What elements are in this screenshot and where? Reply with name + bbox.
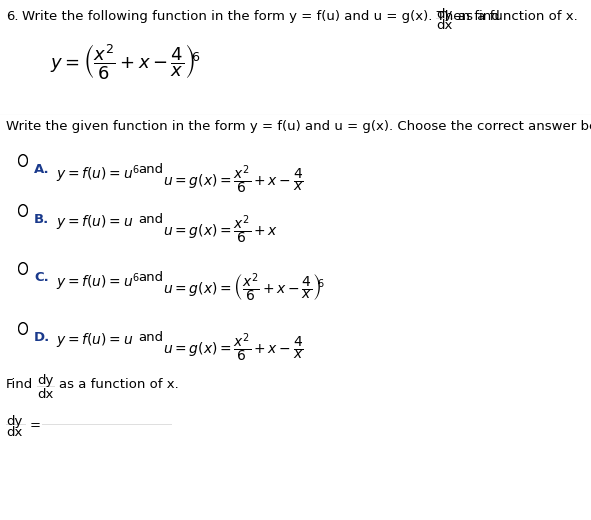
Text: dy: dy	[6, 415, 22, 428]
Text: and: and	[138, 271, 163, 284]
Text: and: and	[138, 213, 163, 226]
Text: dy: dy	[37, 374, 53, 387]
Text: dx: dx	[436, 19, 452, 32]
Text: B.: B.	[34, 213, 49, 226]
Text: dy: dy	[436, 8, 452, 21]
Text: as a function of x.: as a function of x.	[458, 10, 578, 23]
Text: dx: dx	[37, 388, 53, 401]
Text: dx: dx	[6, 426, 22, 439]
Text: $y = f(u) = u$: $y = f(u) = u$	[56, 213, 134, 231]
Text: $u = g(x) = \dfrac{x^2}{6} + x$: $u = g(x) = \dfrac{x^2}{6} + x$	[163, 213, 278, 246]
Text: $y = f(u) = u$: $y = f(u) = u$	[56, 331, 134, 349]
Text: $u = g(x) = \dfrac{x^2}{6} + x - \dfrac{4}{x}$: $u = g(x) = \dfrac{x^2}{6} + x - \dfrac{…	[163, 331, 304, 364]
Text: $y = f(u) = u^6$: $y = f(u) = u^6$	[56, 163, 140, 185]
Text: A.: A.	[34, 163, 50, 176]
Text: and: and	[138, 163, 163, 176]
Text: C.: C.	[34, 271, 48, 284]
Text: $y = f(u) = u^6$: $y = f(u) = u^6$	[56, 271, 140, 293]
Text: 6.: 6.	[6, 10, 18, 23]
Text: as a function of x.: as a function of x.	[59, 378, 178, 391]
Text: =: =	[30, 419, 41, 432]
Text: $u = g(x) = \left(\dfrac{x^2}{6} + x - \dfrac{4}{x}\right)^{\!\!6}$: $u = g(x) = \left(\dfrac{x^2}{6} + x - \…	[163, 271, 326, 304]
Text: Write the following function in the form y = f(u) and u = g(x). Then find: Write the following function in the form…	[22, 10, 500, 23]
Text: D.: D.	[34, 331, 50, 344]
Text: and: and	[138, 331, 163, 344]
Text: Find: Find	[6, 378, 33, 391]
Text: $u = g(x) = \dfrac{x^2}{6} + x - \dfrac{4}{x}$: $u = g(x) = \dfrac{x^2}{6} + x - \dfrac{…	[163, 163, 304, 196]
Text: Write the given function in the form y = f(u) and u = g(x). Choose the correct a: Write the given function in the form y =…	[6, 120, 591, 133]
Text: $y = \left(\dfrac{x^2}{6} + x - \dfrac{4}{x}\right)^{\!\!6}$: $y = \left(\dfrac{x^2}{6} + x - \dfrac{4…	[50, 42, 201, 81]
